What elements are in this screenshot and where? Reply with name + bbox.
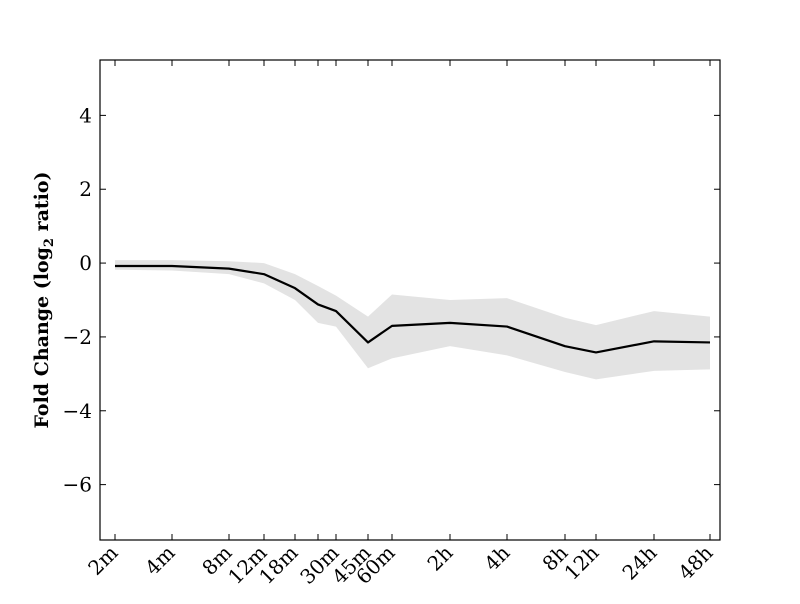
- y-label-main: Fold Change (log: [31, 247, 53, 428]
- x-tick-label: 4h: [479, 540, 514, 575]
- y-tick-label: 2: [79, 177, 92, 201]
- x-tick-label: 4m: [140, 541, 179, 580]
- y-tick-label: −2: [63, 325, 92, 349]
- y-tick-label: −4: [63, 399, 92, 423]
- y-tick-label: 4: [79, 103, 92, 127]
- y-tick-label: −6: [63, 473, 92, 497]
- x-tick-label: 2m: [83, 541, 122, 580]
- x-tick-label: 24h: [617, 540, 661, 584]
- y-label-subscript: 2: [42, 238, 57, 247]
- y-tick-label: 0: [79, 251, 92, 275]
- y-label-suffix: ratio): [31, 171, 53, 238]
- x-tick-label: 12h: [559, 540, 603, 584]
- x-tick-label: 2h: [422, 540, 457, 575]
- y-axis-label: Fold Change (log2 ratio): [31, 171, 57, 428]
- x-tick-label: 48h: [673, 540, 717, 584]
